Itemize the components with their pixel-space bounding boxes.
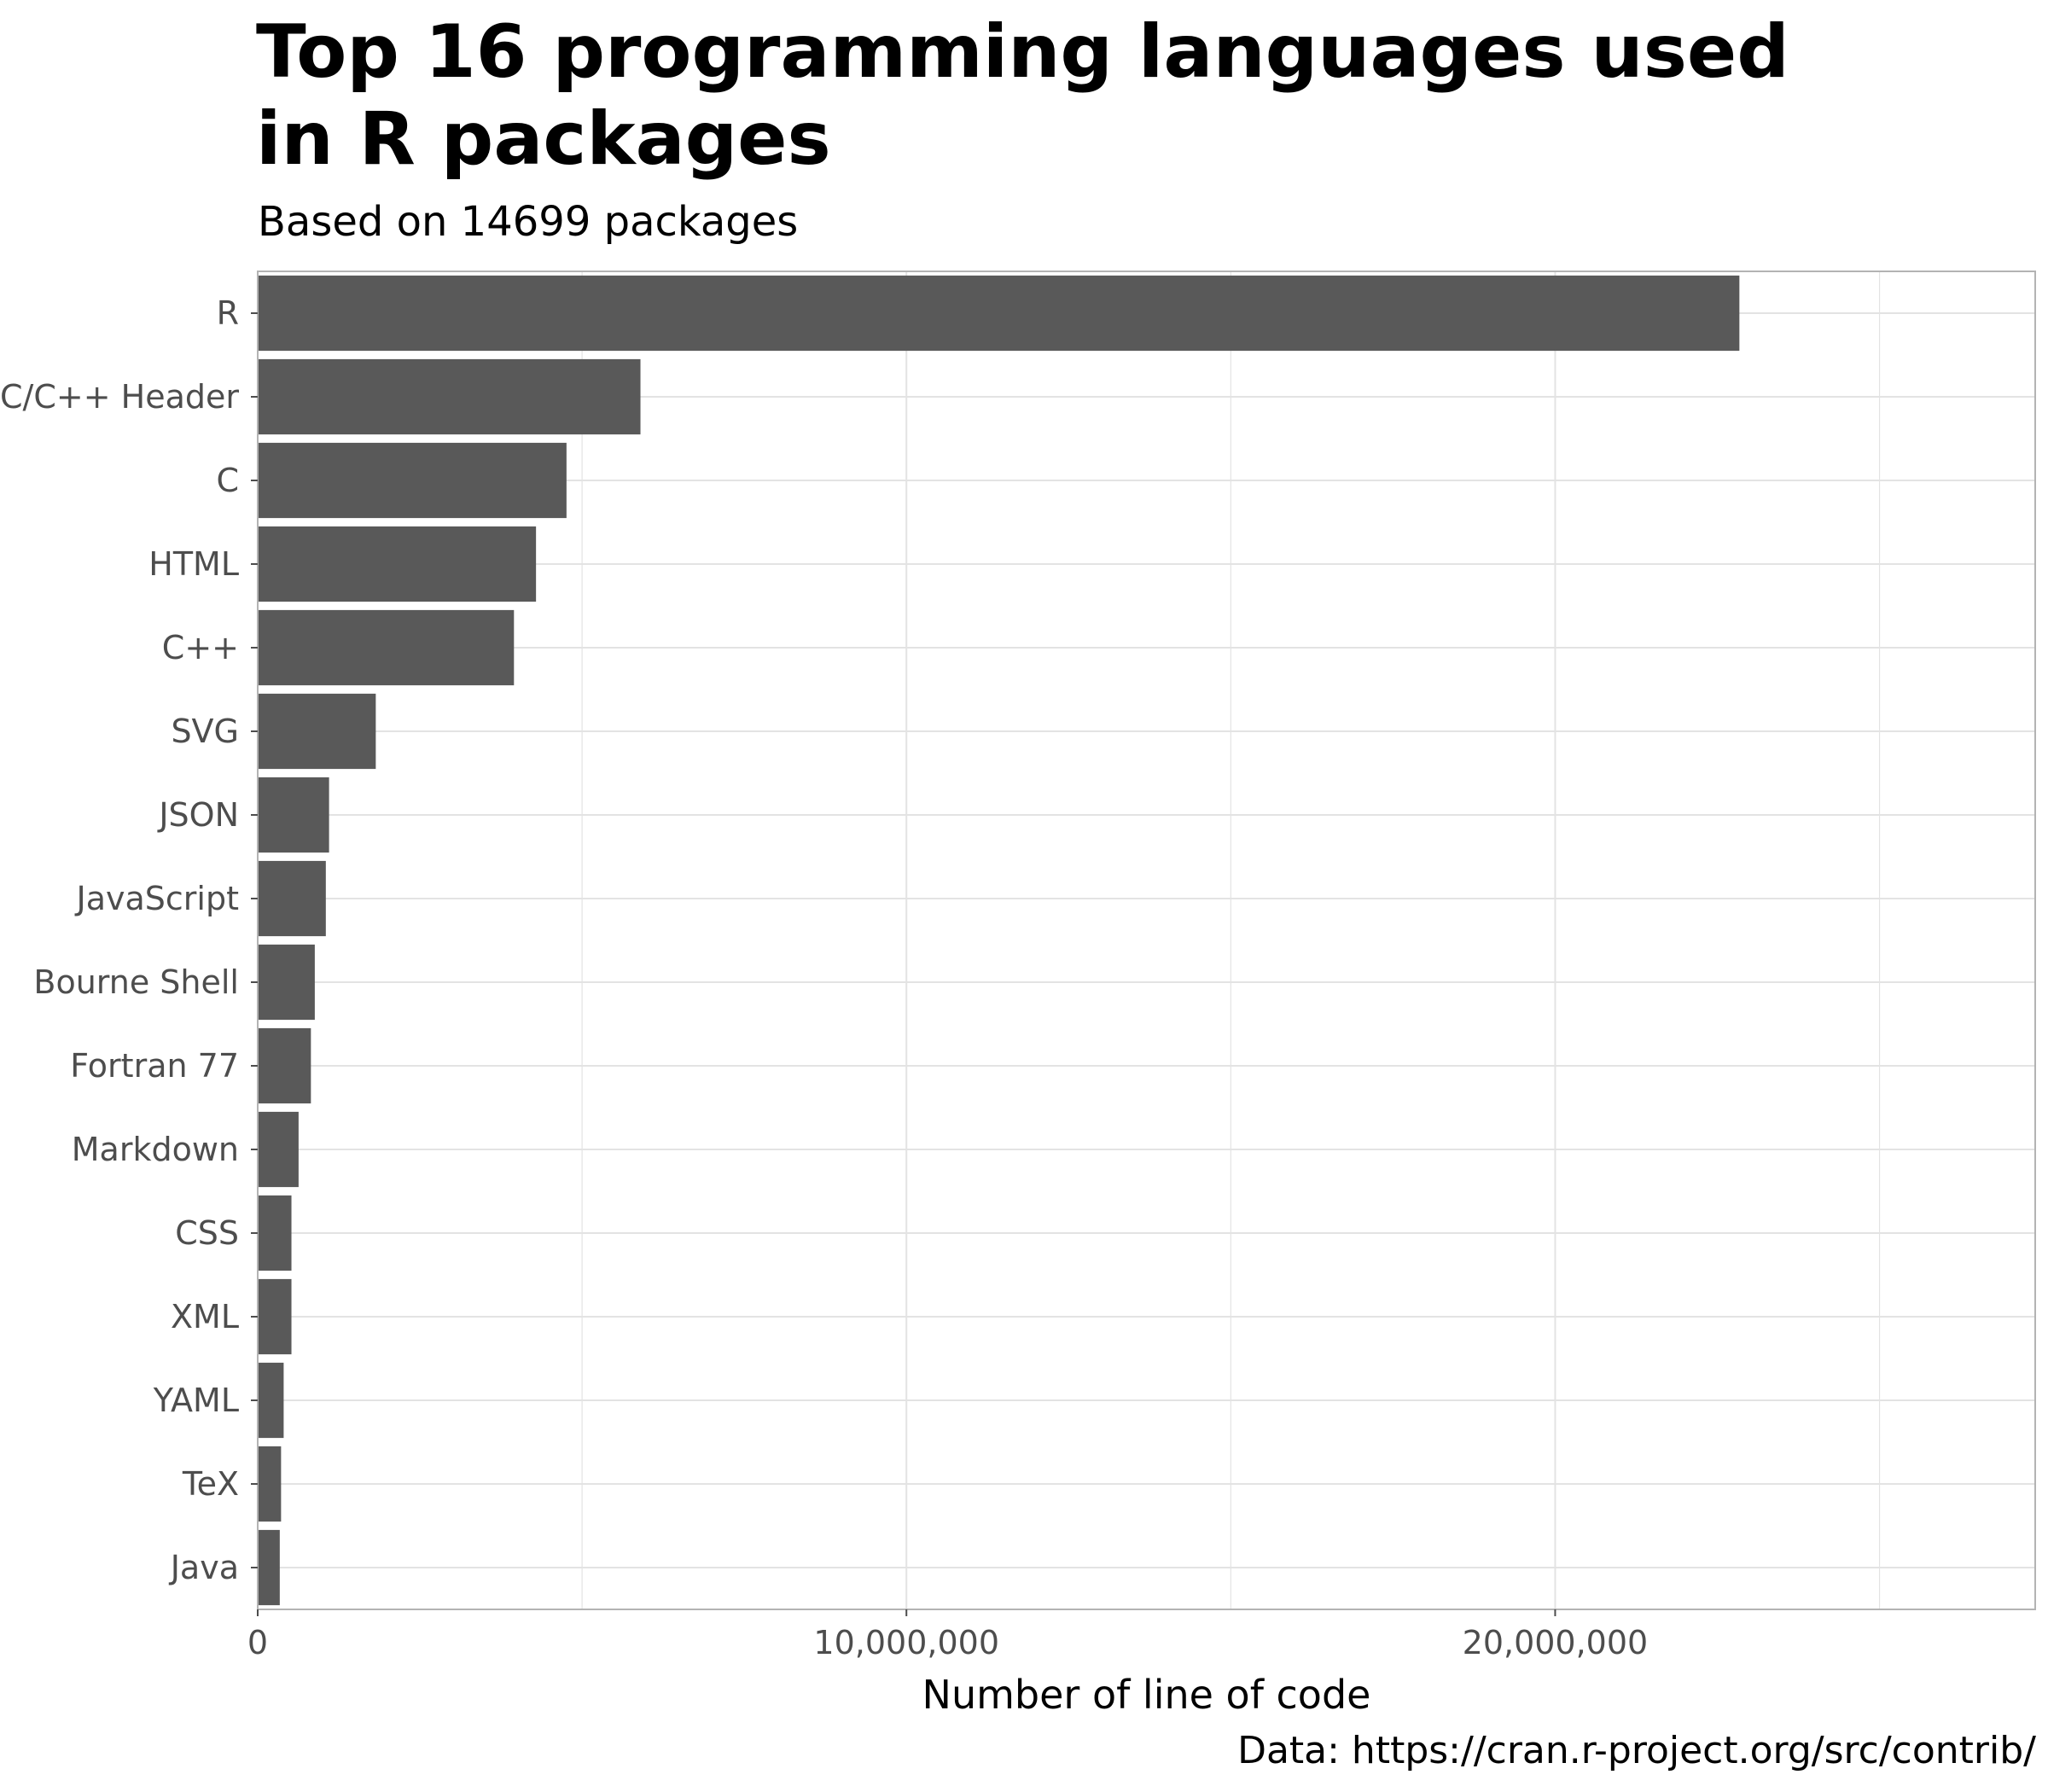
chart-subtitle: Based on 14699 packages bbox=[258, 198, 799, 246]
bar-css bbox=[258, 1195, 292, 1271]
bar-svg bbox=[258, 693, 376, 770]
y-tick-label: CSS bbox=[175, 1214, 239, 1252]
y-tick-label: JavaScript bbox=[75, 880, 239, 917]
bars bbox=[258, 275, 1740, 1606]
y-tick-label: XML bbox=[171, 1298, 239, 1335]
bar-json bbox=[258, 777, 329, 853]
bar-r bbox=[258, 275, 1740, 352]
bar-html bbox=[258, 526, 537, 602]
y-axis-labels: R C/C++ Header C HTML C++ SVG JSON JavaScript Bo… bbox=[0, 294, 258, 1586]
y-tick-label: C/C++ Header bbox=[0, 378, 239, 416]
x-axis-ticks: 0 10,000,000 20,000,000 bbox=[247, 1609, 1648, 1661]
bar-yaml bbox=[258, 1362, 284, 1439]
bar-javascript bbox=[258, 860, 326, 937]
chart-title: Top 16 programming languages used in R p… bbox=[256, 9, 1789, 182]
x-tick-label: 0 bbox=[247, 1624, 268, 1661]
panel-border bbox=[257, 271, 2036, 1610]
bar-fortran-77 bbox=[258, 1027, 311, 1104]
bar-c bbox=[258, 609, 515, 686]
x-tick-label: 10,000,000 bbox=[813, 1624, 999, 1661]
x-tick-label: 20,000,000 bbox=[1463, 1624, 1649, 1661]
bar-java bbox=[258, 1529, 280, 1606]
y-tick-label: JSON bbox=[157, 796, 239, 834]
y-tick-label: C bbox=[216, 462, 239, 499]
x-axis-title: Number of line of code bbox=[922, 1672, 1371, 1718]
bar-markdown bbox=[258, 1111, 299, 1188]
y-tick-label: YAML bbox=[153, 1382, 239, 1419]
y-tick-label: Bourne Shell bbox=[33, 963, 239, 1001]
bar-tex bbox=[258, 1446, 282, 1522]
chart-caption: Data: https://cran.r-project.org/src/con… bbox=[1237, 1729, 2036, 1772]
bar-c bbox=[258, 442, 567, 519]
bar-c-c-header bbox=[258, 358, 641, 435]
y-tick-label: SVG bbox=[171, 713, 239, 750]
y-tick-label: Fortran 77 bbox=[70, 1047, 239, 1085]
y-tick-label: R bbox=[217, 294, 239, 332]
y-tick-label: Markdown bbox=[72, 1131, 239, 1168]
y-tick-label: C++ bbox=[162, 629, 239, 666]
bar-xml bbox=[258, 1278, 292, 1355]
y-tick-label: HTML bbox=[148, 545, 239, 583]
y-tick-label: Java bbox=[169, 1549, 239, 1586]
y-tick-label: TeX bbox=[182, 1465, 239, 1503]
bar-bourne-shell bbox=[258, 944, 315, 1021]
grid-lines bbox=[257, 271, 2035, 1609]
